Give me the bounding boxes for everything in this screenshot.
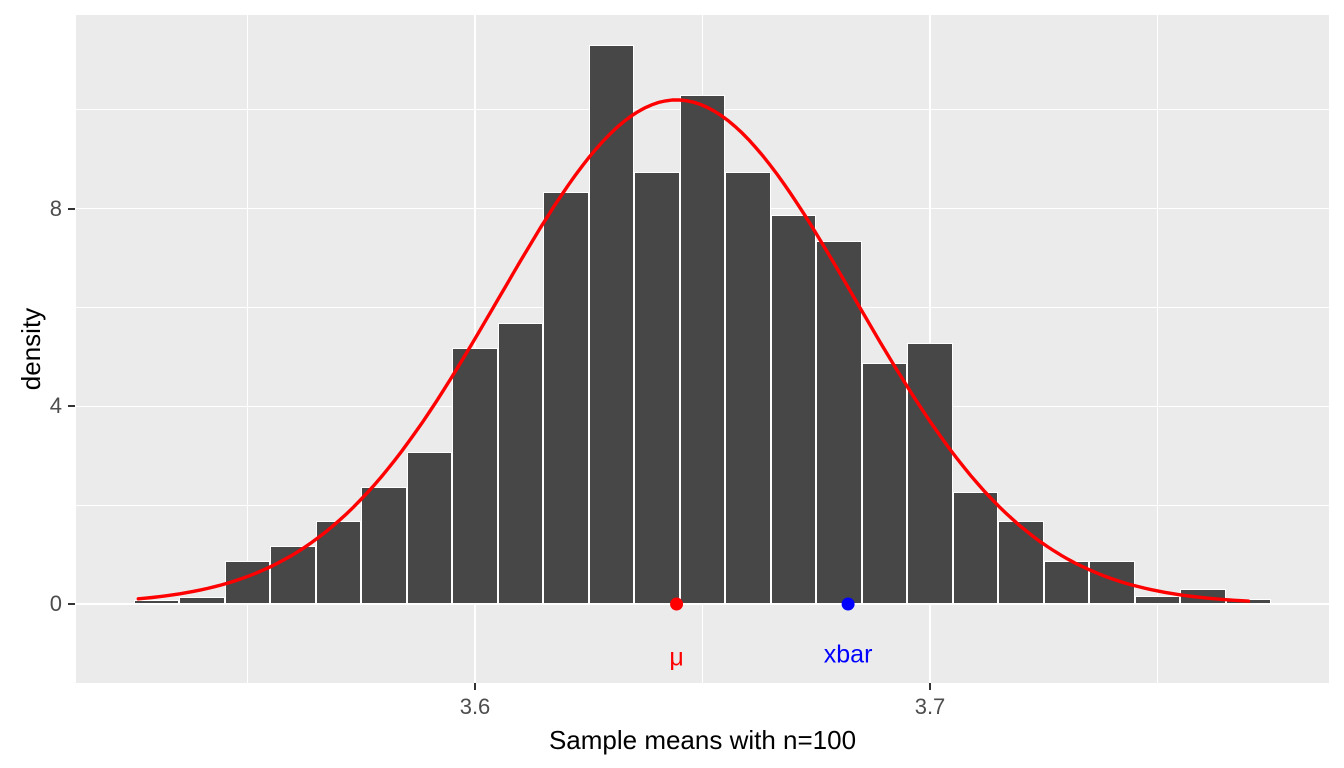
histogram-bar [270,545,316,604]
x-axis-title: Sample means with n=100 [548,725,857,755]
y-tick-mark [68,207,75,210]
histogram-bar [361,486,407,604]
y-major-gridline [76,603,1329,605]
histogram-bar [1043,560,1090,604]
x-tick-label: 3.6 [459,694,491,719]
y-tick-label: 4 [49,393,62,419]
y-tick-mark [68,603,75,605]
x-tick-label: 3.7 [914,694,946,719]
histogram-bar [1225,599,1272,604]
histogram-bar [452,348,498,604]
y-tick-mark [68,405,75,408]
histogram-bar [497,323,544,604]
histogram-bar [406,452,453,604]
histogram-bar [315,520,362,604]
histogram-bar [907,343,953,604]
μ-label: μ [669,643,684,672]
histogram-bar [1134,596,1181,604]
histogram-bar [861,362,908,604]
x-tick-mark [474,683,476,690]
histogram-bar [224,561,271,604]
histogram-bar [133,600,180,604]
xbar-label: xbar [823,640,873,669]
histogram-bar [1180,589,1226,604]
histogram-bar [179,596,225,604]
histogram-bar [634,172,680,604]
plot-panel [76,15,1329,683]
histogram-bar [679,95,726,604]
y-tick-label: 0 [49,591,62,616]
histogram-bar [770,214,817,604]
histogram-bar [1089,560,1135,604]
x-minor-gridline [1157,15,1158,683]
histogram-bar [998,521,1044,604]
y-tick-label: 8 [49,195,62,221]
histogram-bar [816,240,862,604]
histogram-bar [543,191,589,604]
histogram-bar [588,45,635,604]
x-tick-mark [929,683,931,690]
histogram-bar [725,172,771,604]
y-axis-title: density [16,307,46,391]
histogram-bar [952,491,999,604]
